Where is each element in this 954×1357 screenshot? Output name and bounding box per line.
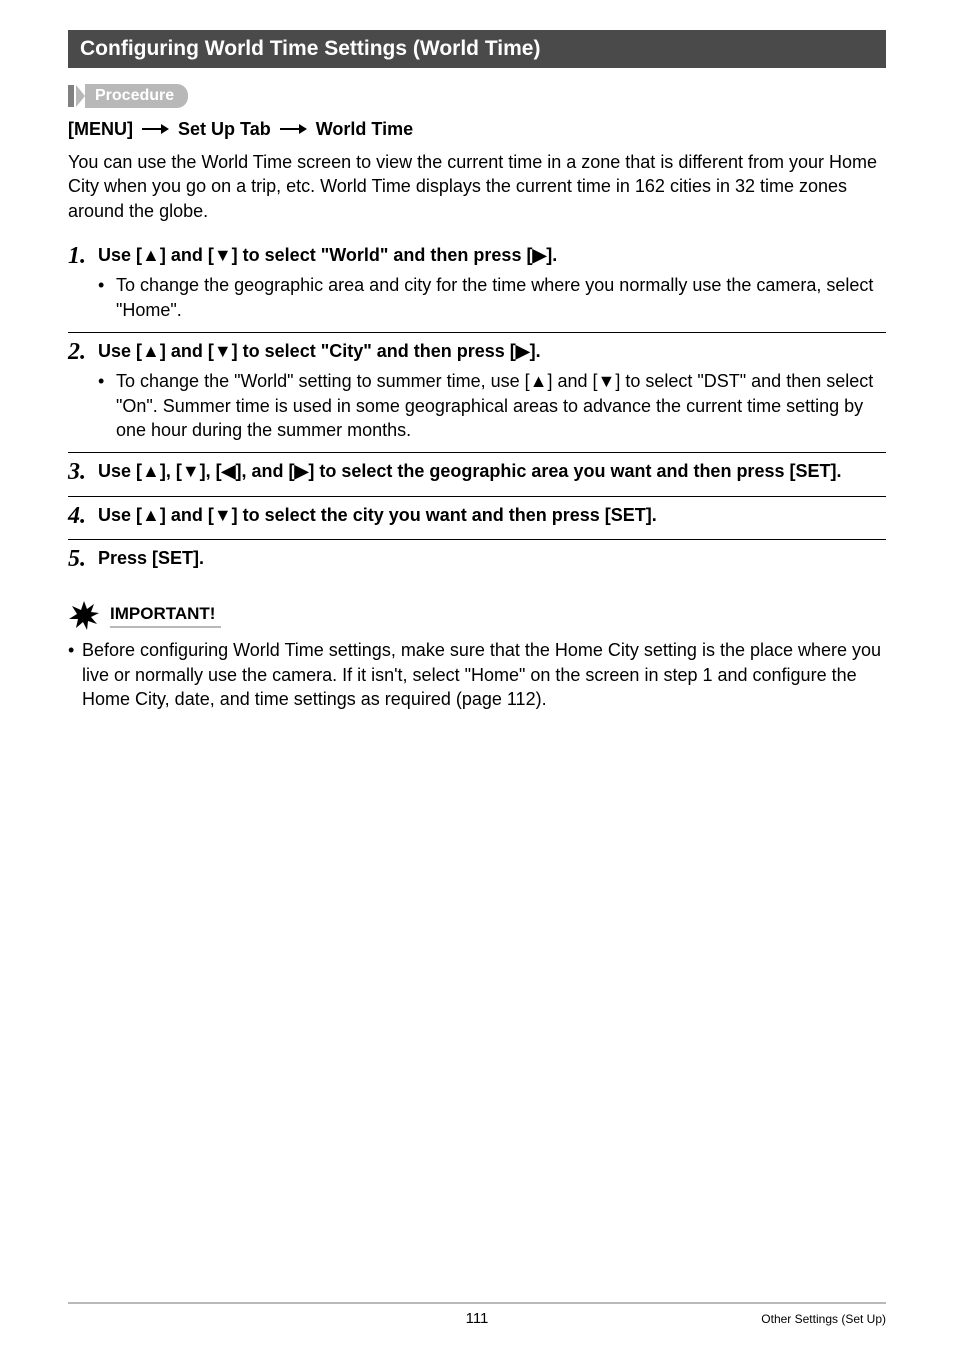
right-triangle-icon: ▶	[516, 341, 530, 361]
left-triangle-icon: ◀	[222, 461, 236, 481]
bullet-dot-icon: •	[68, 638, 82, 711]
step-text: Use [▲] and [▼] to select "World" and th…	[98, 243, 886, 267]
up-triangle-icon: ▲	[142, 245, 160, 265]
procedure-chevron-icon	[76, 85, 85, 107]
important-text: Before configuring World Time settings, …	[82, 638, 886, 711]
important-body: • Before configuring World Time settings…	[68, 638, 886, 711]
right-triangle-icon: ▶	[532, 245, 546, 265]
step-4: 4. Use [▲] and [▼] to select the city yo…	[68, 497, 886, 540]
up-triangle-icon: ▲	[142, 461, 160, 481]
bullet-text: To change the "World" setting to summer …	[116, 369, 886, 442]
step-bullet: • To change the "World" setting to summe…	[98, 369, 886, 442]
step-number: 4.	[68, 503, 98, 529]
step-number: 2.	[68, 339, 98, 365]
menu-path-part-1: [MENU]	[68, 119, 133, 139]
arrow-icon	[280, 118, 307, 139]
step-text: Use [▲] and [▼] to select "City" and the…	[98, 339, 886, 363]
important-label: IMPORTANT!	[110, 604, 221, 628]
menu-path-part-2: Set Up Tab	[178, 119, 271, 139]
menu-path: [MENU] Set Up Tab World Time	[68, 118, 886, 142]
down-triangle-icon: ▼	[182, 461, 200, 481]
footer-page-number: 111	[466, 1310, 489, 1327]
step-bullet: • To change the geographic area and city…	[98, 273, 886, 322]
step-number: 1.	[68, 243, 98, 269]
down-triangle-icon: ▼	[214, 245, 232, 265]
intro-text: You can use the World Time screen to vie…	[68, 150, 886, 223]
step-text: Use [▲] and [▼] to select the city you w…	[98, 503, 886, 527]
right-triangle-icon: ▶	[295, 461, 309, 481]
bullet-text: To change the geographic area and city f…	[116, 273, 886, 322]
step-text: Use [▲], [▼], [◀], and [▶] to select the…	[98, 459, 886, 483]
burst-icon	[68, 600, 100, 632]
step-1: 1. Use [▲] and [▼] to select "World" and…	[68, 237, 886, 333]
step-text: Press [SET].	[98, 546, 886, 570]
procedure-label: Procedure	[85, 84, 188, 108]
procedure-bar	[68, 85, 74, 107]
important-row: IMPORTANT!	[68, 600, 886, 632]
step-5: 5. Press [SET].	[68, 540, 886, 582]
footer: 111 Other Settings (Set Up)	[68, 1302, 886, 1327]
up-triangle-icon: ▲	[142, 341, 160, 361]
down-triangle-icon: ▼	[214, 505, 232, 525]
footer-section-label: Other Settings (Set Up)	[761, 1312, 886, 1326]
step-2: 2. Use [▲] and [▼] to select "City" and …	[68, 333, 886, 453]
arrow-icon	[142, 118, 169, 139]
menu-path-part-3: World Time	[316, 119, 413, 139]
bullet-dot-icon: •	[98, 273, 116, 322]
step-number: 3.	[68, 459, 98, 485]
down-triangle-icon: ▼	[214, 341, 232, 361]
down-triangle-icon: ▼	[598, 371, 616, 391]
section-header: Configuring World Time Settings (World T…	[68, 30, 886, 68]
step-3: 3. Use [▲], [▼], [◀], and [▶] to select …	[68, 453, 886, 496]
step-number: 5.	[68, 546, 98, 572]
up-triangle-icon: ▲	[530, 371, 548, 391]
bullet-dot-icon: •	[98, 369, 116, 442]
up-triangle-icon: ▲	[142, 505, 160, 525]
procedure-label-row: Procedure	[68, 84, 886, 108]
